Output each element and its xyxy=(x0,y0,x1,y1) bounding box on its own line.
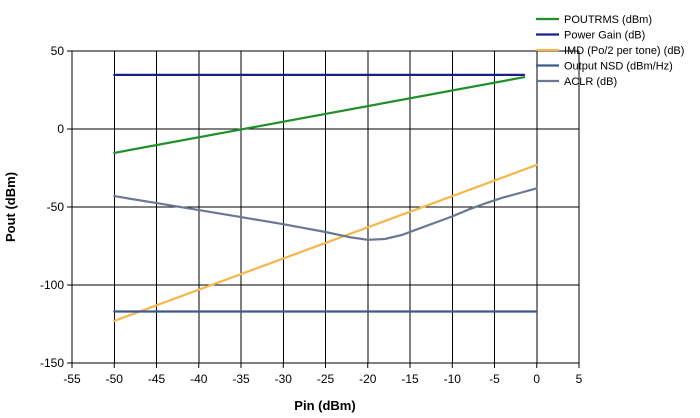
x-tick-label: -10 xyxy=(444,372,462,386)
x-axis-title: Pin (dBm) xyxy=(294,398,355,413)
legend: POUTRMS (dBm) Power Gain (dB) IMD (Po/2 pe… xyxy=(536,14,684,88)
x-tick-label: -55 xyxy=(63,372,81,386)
x-tick-label: -15 xyxy=(401,372,419,386)
y-tick-label: -150 xyxy=(40,356,64,370)
x-tick-label: -35 xyxy=(232,372,250,386)
series-line-1 xyxy=(113,76,526,154)
y-axis-title: Pout (dBm) xyxy=(3,172,18,242)
x-tick-label: 5 xyxy=(576,372,583,386)
x-tick-label: -5 xyxy=(489,372,500,386)
x-tick-label: -25 xyxy=(317,372,335,386)
series-line-5 xyxy=(113,187,538,241)
x-tick-label: 0 xyxy=(533,372,540,386)
legend-label: IMD (Po/2 per tone) (dB) xyxy=(564,45,684,57)
series-layer xyxy=(113,73,538,322)
y-tick-label: 0 xyxy=(57,122,64,136)
y-axis-ticks: -150 -100 -50 0 50 xyxy=(40,44,72,370)
legend-label: Power Gain (dB) xyxy=(564,30,645,42)
x-tick-label: -30 xyxy=(275,372,293,386)
y-tick-label: -100 xyxy=(40,278,64,292)
legend-label: POUTRMS (dBm) xyxy=(564,14,652,26)
x-axis-ticks: -55 -50 -45 -40 -35 -30 -25 -20 -15 -10 -5 0 5 xyxy=(63,363,583,386)
x-tick-label: -45 xyxy=(148,372,166,386)
y-tick-label: 50 xyxy=(51,44,65,58)
legend-label: ACLR (dB) xyxy=(564,76,617,88)
legend-label: Output NSD (dBm/Hz) xyxy=(564,61,673,73)
x-tick-label: -50 xyxy=(106,372,124,386)
x-tick-label: -20 xyxy=(359,372,377,386)
x-tick-label: -40 xyxy=(190,372,208,386)
series-line-3 xyxy=(113,163,538,322)
y-tick-label: -50 xyxy=(47,200,65,214)
